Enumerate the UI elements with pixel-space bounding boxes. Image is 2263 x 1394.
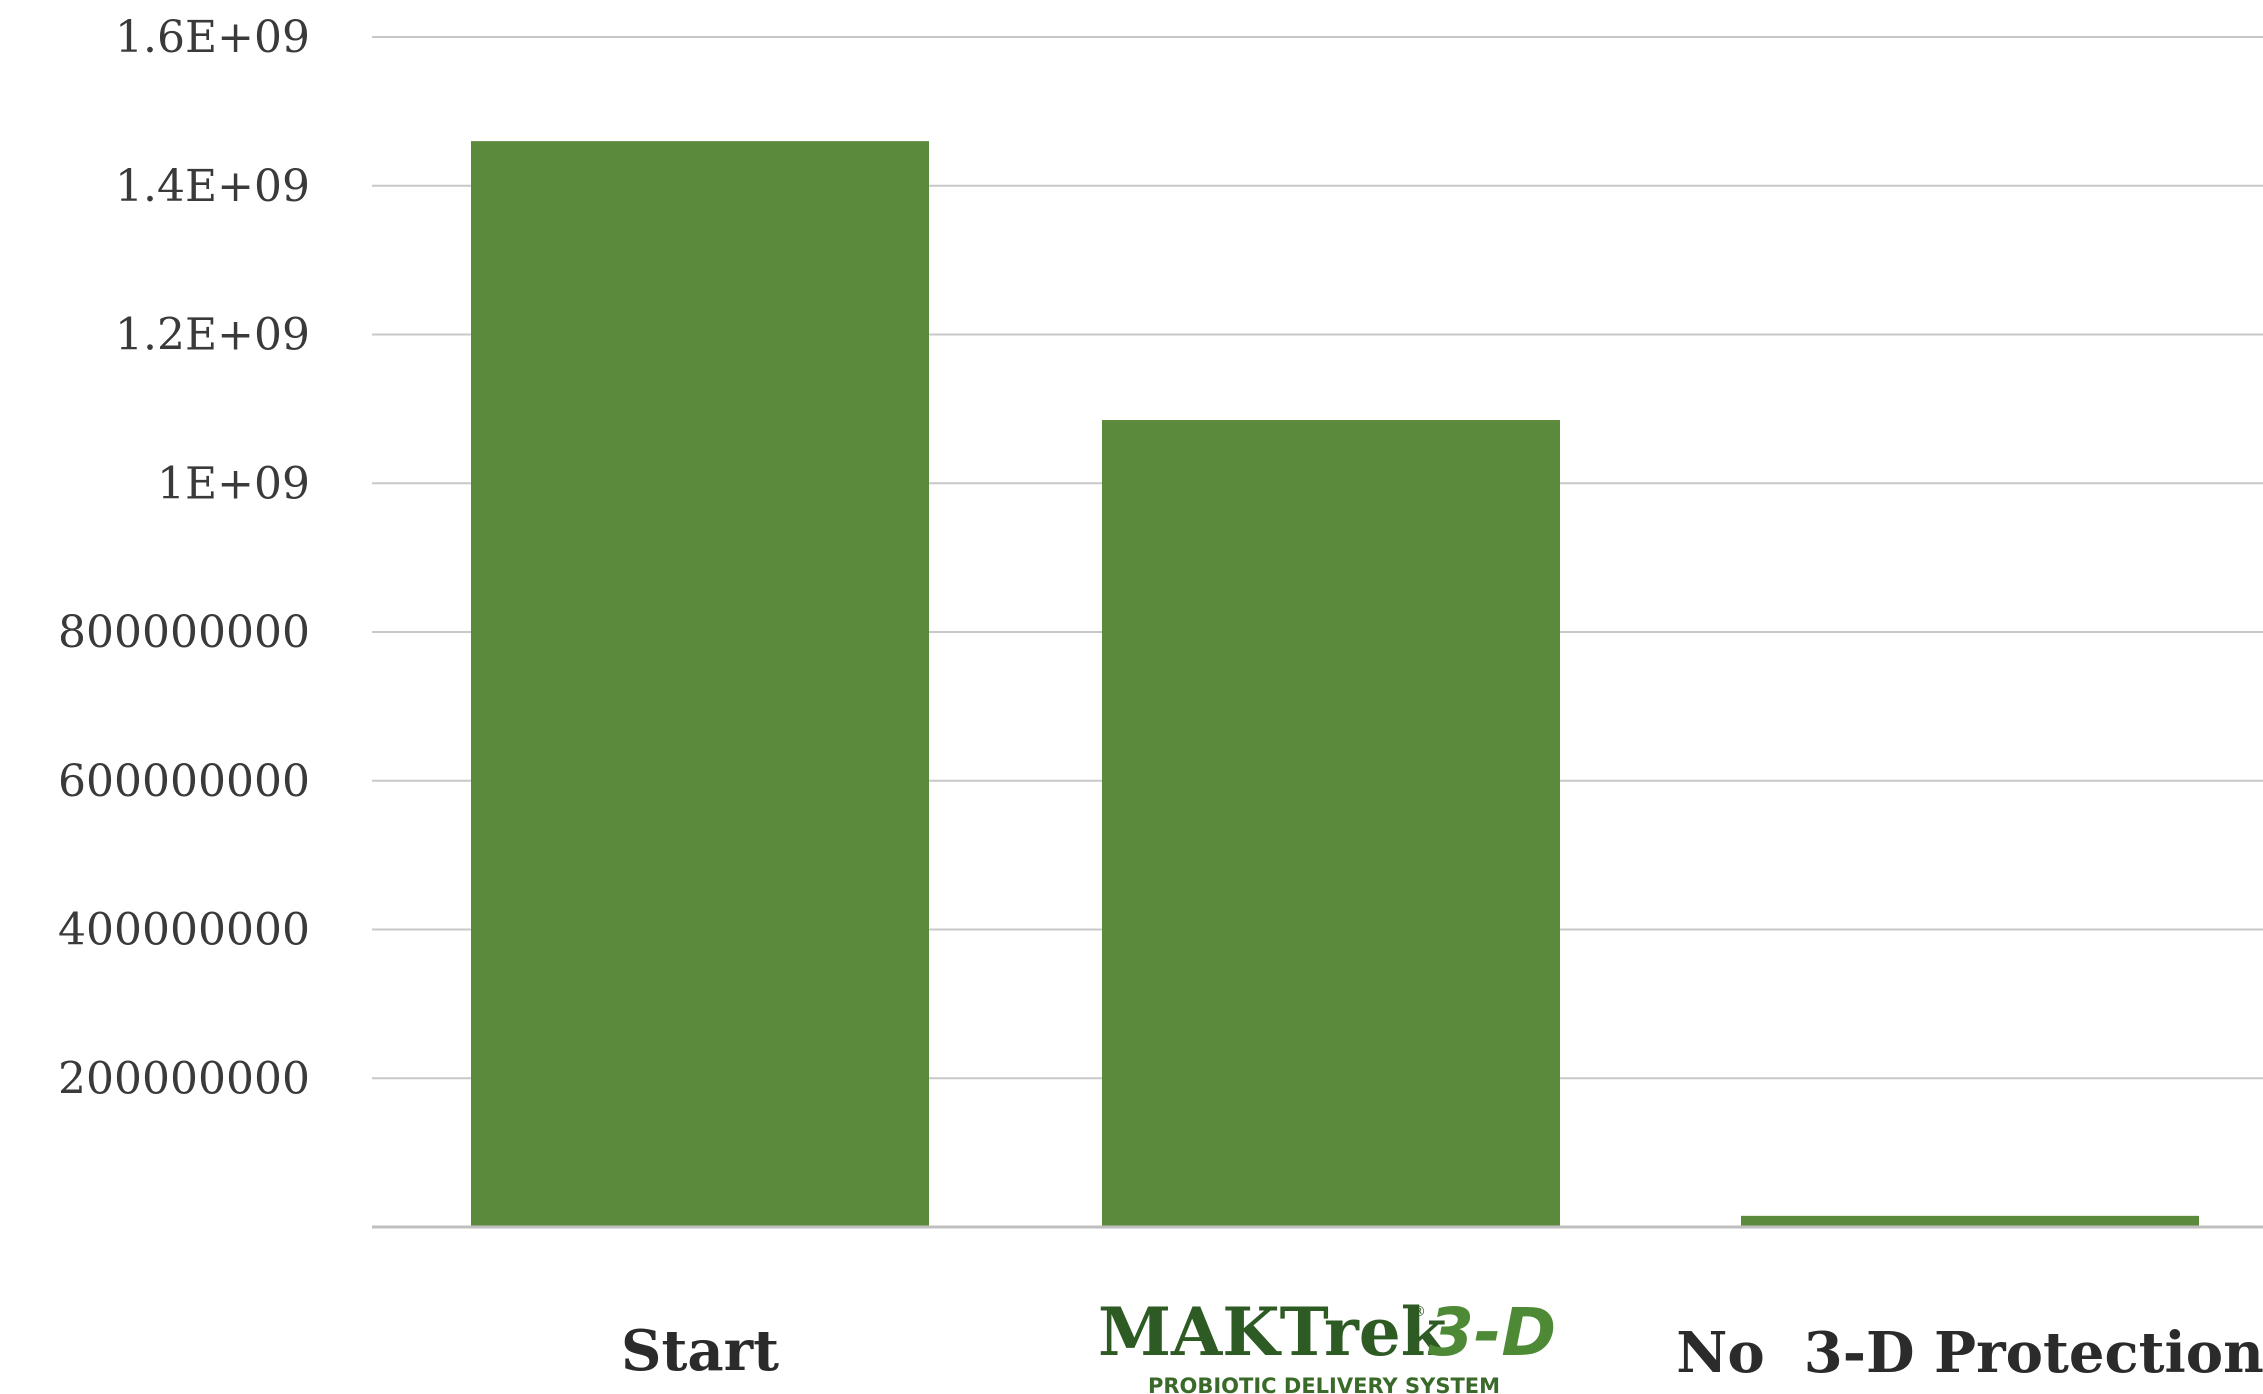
y-tick-label: 800000000 [58, 607, 310, 658]
bar-2 [1741, 1215, 2199, 1227]
y-tick-label: 1.4E+09 [115, 161, 310, 212]
y-tick-label: 200000000 [58, 1053, 310, 1104]
y-tick-label: 400000000 [58, 905, 310, 956]
bars [471, 141, 2199, 1227]
logo-tagline: PROBIOTIC DELIVERY SYSTEM [1148, 1374, 1500, 1394]
x-tick-label-no-3d-protection: No 3-D Protection [1676, 1320, 2263, 1386]
bar-0 [471, 141, 929, 1227]
maktrek-3d-logo: MAKTrek ® 3-D PROBIOTIC DELIVERY SYSTEM [1098, 1293, 1556, 1394]
bar-1 [1102, 420, 1560, 1227]
y-axis-tick-labels: 200000000 400000000 600000000 800000000 1E+0… [58, 12, 310, 1104]
logo-3d-mark: 3-D [1428, 1294, 1556, 1371]
registered-mark: ® [1412, 1304, 1426, 1320]
y-tick-label: 1.2E+09 [115, 310, 310, 361]
y-tick-label: 600000000 [58, 756, 310, 807]
y-tick-label: 1.6E+09 [115, 12, 310, 63]
logo-brand-text: MAKTrek [1098, 1293, 1448, 1371]
x-tick-label-start: Start [621, 1318, 779, 1384]
y-tick-label: 1E+09 [157, 458, 310, 509]
